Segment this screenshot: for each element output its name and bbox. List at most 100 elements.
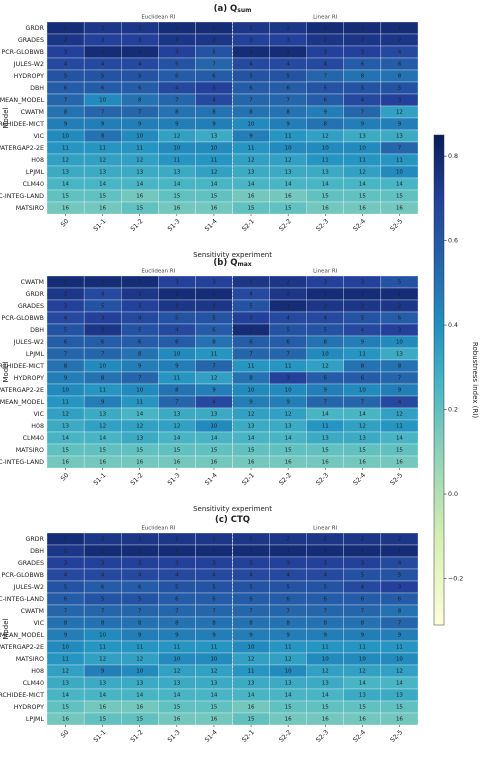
cell-rank: 15 [136, 206, 143, 212]
colorbar-tick-label: 0.8 [448, 153, 458, 160]
cell-rank: 3 [361, 50, 365, 56]
cell-rank: 13 [396, 693, 403, 699]
x-tick-label: S2-4 [352, 472, 367, 487]
cell-rank: 15 [210, 448, 217, 454]
cell-rank: 9 [175, 364, 179, 370]
cell-rank: 5 [361, 86, 365, 92]
group-label: Euclidean RI [141, 269, 175, 275]
cell-rank: 4 [324, 62, 328, 68]
cell-rank: 2 [324, 304, 328, 310]
cell-rank: 10 [62, 645, 69, 651]
cell-rank: 10 [248, 122, 255, 128]
cell-rank: 8 [249, 376, 253, 382]
cell-rank: 13 [396, 352, 403, 358]
cell-rank: 6 [249, 597, 253, 603]
cell-rank: 5 [286, 585, 290, 591]
cell-rank: 7 [286, 98, 290, 104]
cell-rank: 4 [212, 98, 216, 104]
cell-rank: 3 [212, 280, 216, 286]
cell-rank: 3 [324, 561, 328, 567]
cell-rank: 5 [138, 597, 142, 603]
cell-rank: 5 [101, 74, 105, 80]
cell-rank: 11 [99, 645, 106, 651]
cell-rank: 8 [101, 621, 105, 627]
cell-rank: 9 [101, 122, 105, 128]
title-text: (a) Q [214, 4, 238, 14]
cell-rank: 12 [285, 412, 292, 418]
cell-rank: 7 [324, 74, 328, 80]
row-label: CLM40 [23, 680, 44, 687]
row-label: GRDR [26, 25, 45, 32]
cell-rank: 12 [248, 412, 255, 418]
cell-rank: 5 [249, 585, 253, 591]
cell-rank: 1 [324, 26, 328, 32]
cell-rank: 15 [62, 705, 69, 711]
cell-rank: 12 [99, 424, 106, 430]
cell-rank: 3 [175, 561, 179, 567]
cell-rank: 12 [62, 669, 69, 675]
cell-rank: 7 [324, 609, 328, 615]
cell-rank: 8 [175, 388, 179, 394]
cell-rank: 3 [64, 304, 68, 310]
colorbar-tick-label: 0.6 [448, 238, 458, 245]
cell-rank: 10 [322, 657, 329, 663]
row-label: H08 [31, 668, 44, 675]
cell-rank: 4 [286, 573, 290, 579]
cell-rank: 16 [62, 206, 69, 212]
cell-rank: 10 [248, 388, 255, 394]
cell-rank: 14 [359, 681, 366, 687]
cell-rank: 15 [285, 206, 292, 212]
cell-rank: 3 [138, 304, 142, 310]
cell-rank: 2 [138, 26, 142, 32]
cell-rank: 14 [210, 693, 217, 699]
cell-rank: 1 [212, 292, 216, 298]
cell-rank: 10 [285, 146, 292, 152]
cell-rank: 2 [101, 328, 105, 334]
cell-rank: 13 [322, 681, 329, 687]
row-label: WATERGAP2-2E [0, 644, 44, 651]
cell-rank: 4 [361, 585, 365, 591]
title-text: (b) Q [213, 258, 237, 268]
cell-rank: 5 [175, 316, 179, 322]
cell-rank: 11 [285, 645, 292, 651]
x-tick-label: S0 [60, 472, 71, 483]
cell-rank: 1 [138, 280, 142, 286]
cell-rank: 7 [361, 609, 365, 615]
x-tick-label: S0 [60, 218, 71, 229]
cell-rank: 9 [101, 669, 105, 675]
cell-rank: 12 [173, 424, 180, 430]
cell-rank: 15 [99, 717, 106, 723]
group-label: Linear RI [313, 15, 338, 21]
cell-rank: 1 [175, 549, 179, 555]
cell-rank: 8 [101, 134, 105, 140]
cell-rank: 9 [286, 400, 290, 406]
cell-rank: 8 [249, 621, 253, 627]
cell-rank: 11 [173, 158, 180, 164]
cell-rank: 12 [285, 657, 292, 663]
cell-rank: 13 [285, 170, 292, 176]
cell-rank: 15 [285, 448, 292, 454]
cell-rank: 13 [359, 693, 366, 699]
cell-rank: 15 [136, 448, 143, 454]
cell-rank: 14 [99, 436, 106, 442]
cell-rank: 2 [286, 292, 290, 298]
cell-rank: 5 [286, 328, 290, 334]
x-tick-label: S1-3 [167, 472, 182, 487]
cell-rank: 15 [173, 194, 180, 200]
cell-rank: 1 [361, 549, 365, 555]
cell-rank: 14 [396, 436, 403, 442]
cell-rank: 11 [62, 400, 69, 406]
cell-rank: 3 [101, 561, 105, 567]
cell-rank: 9 [212, 388, 216, 394]
cell-rank: 7 [361, 110, 365, 116]
cell-rank: 4 [361, 98, 365, 104]
cell-rank: 10 [173, 657, 180, 663]
cell-rank: 9 [398, 388, 402, 394]
x-tick-label: S1-2 [130, 218, 145, 233]
cell-rank: 10 [210, 146, 217, 152]
cell-rank: 11 [136, 645, 143, 651]
cell-rank: 2 [64, 549, 68, 555]
cell-rank: 4 [286, 62, 290, 68]
cell-rank: 4 [324, 573, 328, 579]
cell-rank: 6 [324, 98, 328, 104]
